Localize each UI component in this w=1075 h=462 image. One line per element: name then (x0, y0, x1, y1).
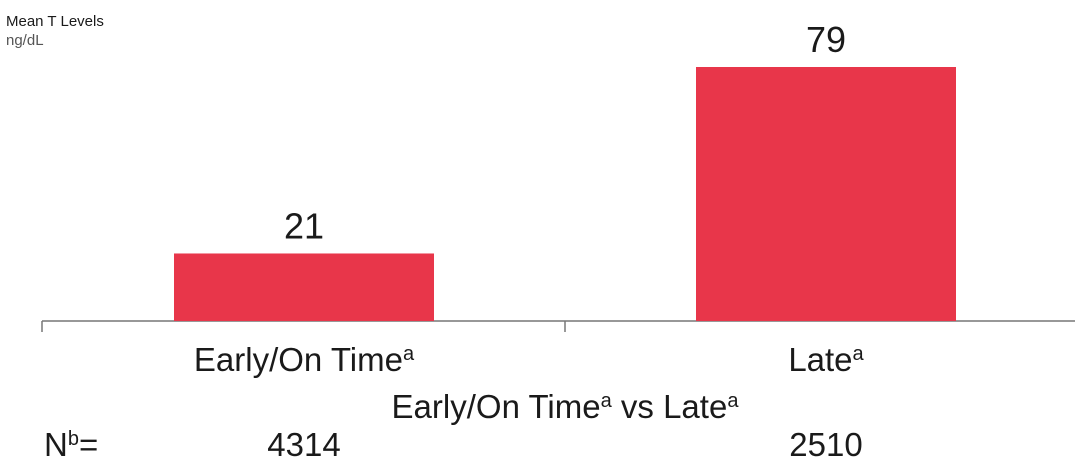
n-label-sup: b (68, 428, 79, 450)
n-label-main: N (44, 426, 68, 462)
category-label-1: Early/On Timea (194, 341, 415, 378)
x-axis-title-part1: Early/On Time (392, 388, 601, 425)
y-axis-title: Mean T Levels (6, 13, 104, 30)
category-label-text: Late (788, 341, 852, 378)
n-label-suffix: = (79, 426, 98, 462)
category-label-superscript: a (853, 343, 865, 365)
x-axis-title: Early/On Timea vs Latea (392, 388, 740, 425)
data-label-2: 79 (806, 19, 846, 60)
bar-2 (696, 67, 956, 321)
n-value-1: 4314 (267, 426, 340, 462)
y-axis-label-block: Mean T Levels ng/dL (6, 12, 104, 50)
n-value-2: 2510 (789, 426, 862, 462)
category-label-2: Latea (788, 341, 864, 378)
category-label-text: Early/On Time (194, 341, 403, 378)
x-axis-title-part2: vs Late (612, 388, 728, 425)
n-label: Nb= (44, 426, 98, 462)
data-label-1: 21 (284, 205, 324, 246)
x-axis-title-sup1: a (601, 390, 613, 412)
x-axis-title-sup2: a (727, 390, 739, 412)
category-label-superscript: a (403, 343, 415, 365)
bar-1 (174, 253, 434, 321)
y-axis-unit: ng/dL (6, 32, 44, 49)
